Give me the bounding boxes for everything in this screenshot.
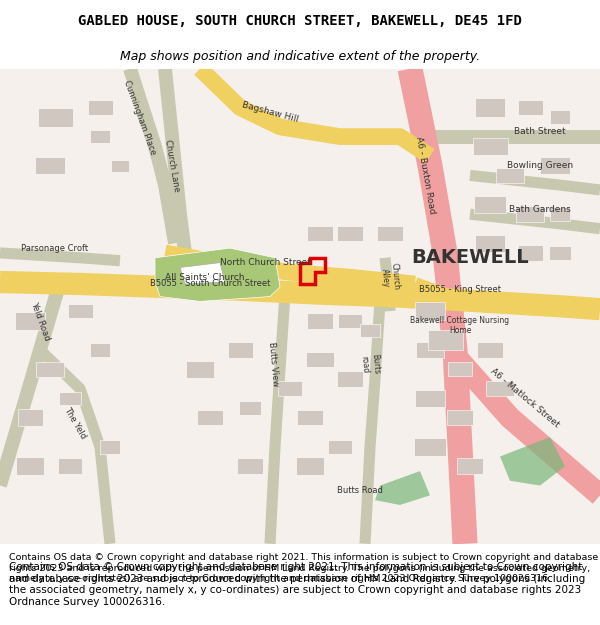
Bar <box>377 226 403 241</box>
Bar <box>416 342 444 357</box>
Bar <box>427 331 463 350</box>
Bar <box>307 226 333 241</box>
Bar <box>337 226 363 241</box>
Bar <box>67 304 92 318</box>
Bar <box>496 168 524 183</box>
Text: North Church Street: North Church Street <box>220 258 310 267</box>
Polygon shape <box>375 471 430 505</box>
Bar <box>477 342 503 357</box>
Bar <box>517 245 542 261</box>
Text: Bowling Green: Bowling Green <box>507 161 573 170</box>
Bar <box>227 342 253 357</box>
Polygon shape <box>155 248 280 301</box>
Text: Contains OS data © Crown copyright and database right 2021. This information is : Contains OS data © Crown copyright and d… <box>9 562 585 607</box>
Bar <box>36 361 64 377</box>
Text: Church
Alley: Church Alley <box>379 262 401 291</box>
Text: All Saints' Church: All Saints' Church <box>165 272 245 282</box>
Bar <box>58 459 82 474</box>
Bar <box>474 196 506 213</box>
Bar <box>306 352 334 367</box>
Bar <box>59 391 81 405</box>
Text: Bagshaw Hill: Bagshaw Hill <box>241 101 299 124</box>
Bar <box>447 410 473 426</box>
Bar <box>15 312 45 329</box>
Bar <box>475 234 505 252</box>
Bar <box>100 440 120 454</box>
Bar <box>549 246 571 260</box>
Bar <box>540 157 570 174</box>
Bar <box>516 206 544 222</box>
Bar <box>328 439 352 454</box>
Text: B5055 - South Church Street: B5055 - South Church Street <box>150 279 270 289</box>
Bar <box>457 459 483 474</box>
Text: Map shows position and indicative extent of the property.: Map shows position and indicative extent… <box>120 50 480 62</box>
Text: Church Lane: Church Lane <box>163 139 181 192</box>
Text: BAKEWELL: BAKEWELL <box>411 248 529 268</box>
Polygon shape <box>500 437 565 486</box>
Text: Yeld Road: Yeld Road <box>29 300 51 341</box>
Bar <box>338 314 362 328</box>
Bar <box>237 459 263 474</box>
Bar <box>414 438 446 456</box>
Bar <box>475 98 505 118</box>
Bar <box>448 362 472 376</box>
Bar <box>486 381 514 396</box>
Bar <box>415 389 445 407</box>
Text: The Yeld: The Yeld <box>62 405 88 440</box>
Text: Bakewell Cottage Nursing
Home: Bakewell Cottage Nursing Home <box>410 316 509 336</box>
Text: GABLED HOUSE, SOUTH CHURCH STREET, BAKEWELL, DE45 1FD: GABLED HOUSE, SOUTH CHURCH STREET, BAKEW… <box>78 14 522 28</box>
Bar <box>17 409 43 426</box>
Bar <box>37 107 73 127</box>
Text: Bath Street: Bath Street <box>514 127 566 136</box>
Bar <box>550 111 570 124</box>
Text: B5055 - King Street: B5055 - King Street <box>419 285 501 294</box>
Bar <box>360 324 380 338</box>
Bar <box>186 361 214 378</box>
Bar <box>88 100 113 115</box>
Bar <box>90 130 110 143</box>
Text: Bath Gardens: Bath Gardens <box>509 205 571 214</box>
Bar <box>111 160 129 171</box>
Bar <box>278 381 302 396</box>
Bar <box>296 458 324 475</box>
Bar <box>90 343 110 357</box>
Bar <box>307 313 333 329</box>
Bar <box>16 458 44 475</box>
Bar <box>517 100 542 115</box>
Text: Burts
road: Burts road <box>359 353 380 376</box>
Text: A6 - Matlock Street: A6 - Matlock Street <box>489 367 561 429</box>
Bar <box>415 302 445 320</box>
Text: Butts Road: Butts Road <box>337 486 383 495</box>
Text: Cunningham Place: Cunningham Place <box>122 79 158 156</box>
Bar <box>297 410 323 426</box>
Bar <box>197 410 223 426</box>
Bar <box>337 371 363 387</box>
Text: Parsonage Croft: Parsonage Croft <box>22 244 89 252</box>
Text: Contains OS data © Crown copyright and database right 2021. This information is : Contains OS data © Crown copyright and d… <box>9 554 598 583</box>
Bar <box>550 208 570 221</box>
Bar <box>239 401 261 415</box>
Bar <box>473 138 508 155</box>
Polygon shape <box>180 262 225 284</box>
Bar <box>35 157 65 174</box>
Text: A6 - Buxton Road: A6 - Buxton Road <box>414 136 436 215</box>
Text: Butts View: Butts View <box>266 342 280 387</box>
